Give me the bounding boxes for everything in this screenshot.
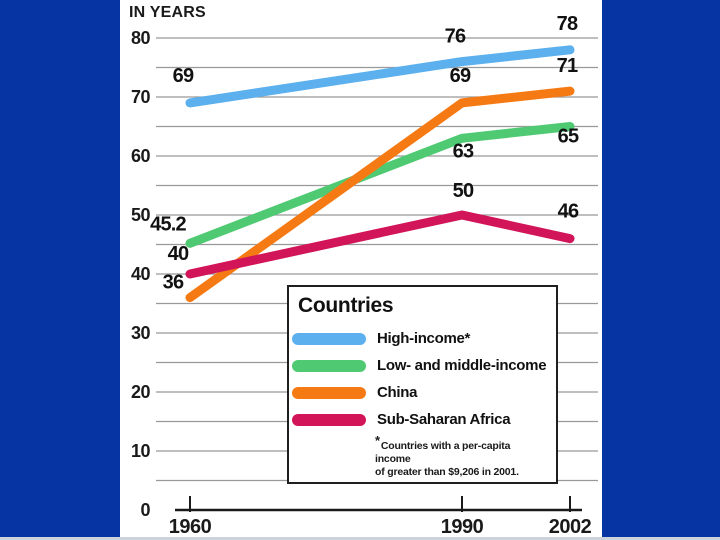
y-axis-tick-label: 0 [140,500,150,520]
footnote-line2: of greater than $9,206 in 2001. [375,466,519,478]
chart-title: IN YEARS [129,4,206,21]
chart-panel: IN YEARS 0 10 20 30 40 50 60 70 80 1960 1990 2002 69… [120,0,602,540]
legend-item-high-income: High-income* [289,325,556,352]
data-label-series1: 63 [453,140,474,162]
footnote-asterisk: * [375,433,380,448]
legend-title: Countries [298,294,394,317]
data-label-series3: 40 [168,243,189,265]
data-label-series2: 36 [163,272,184,294]
data-label-series1: 65 [558,126,579,148]
y-axis-tick-label: 70 [131,87,151,107]
legend-footnote: *Countries with a per-capita income of g… [375,434,548,479]
slide-bottom-edge [0,537,720,540]
legend-box: Countries High-income* Low- and middle-i… [287,285,558,484]
series-line-0 [185,45,575,108]
chart-svg: 0 10 20 30 40 50 60 70 80 1960 1990 2002 69 76 78 45.2 6… [131,13,598,538]
y-axis-tick-label: 50 [131,205,151,225]
y-axis-tick-label: 40 [131,264,151,284]
data-label-series2: 69 [450,65,471,87]
y-axis-tick-label: 30 [131,323,151,343]
data-label-series2: 71 [557,55,578,77]
data-label-series0: 76 [445,26,466,48]
data-label-series3: 46 [558,201,579,223]
legend-label-high-income: High-income* [377,330,471,347]
data-label-series0: 69 [173,65,194,87]
data-label-series3: 50 [453,180,474,202]
legend-item-low-and-middle-income: Low- and middle-income [289,352,556,379]
legend-label-sub-saharan-africa: Sub-Saharan Africa [377,411,511,428]
legend-swatch-high-income [292,332,366,345]
x-axis-tick-label: 1960 [169,516,212,538]
data-label-series0: 78 [557,13,578,35]
legend-label-china: China [377,384,418,401]
legend-swatch-china [292,386,366,399]
series-line-3 [185,210,575,279]
legend-item-sub-saharan-africa: Sub-Saharan Africa [289,406,556,433]
x-axis-tick-label: 2002 [549,516,592,538]
legend-label-low-and-middle-income: Low- and middle-income [377,357,547,374]
legend-swatch-low-and-middle-income [292,359,366,372]
legend-swatch-sub-saharan-africa [292,413,366,426]
data-label-series1: 45.2 [150,213,186,235]
y-axis-tick-label: 80 [131,28,151,48]
y-axis-tick-label: 10 [131,441,151,461]
series-line-1 [185,122,575,248]
x-axis-tick-label: 1990 [441,516,484,538]
footnote-line1: Countries with a per-capita income [375,440,511,465]
legend-item-china: China [289,379,556,406]
y-axis-tick-label: 60 [131,146,151,166]
series-line-2 [185,86,575,303]
y-axis-tick-label: 20 [131,382,151,402]
